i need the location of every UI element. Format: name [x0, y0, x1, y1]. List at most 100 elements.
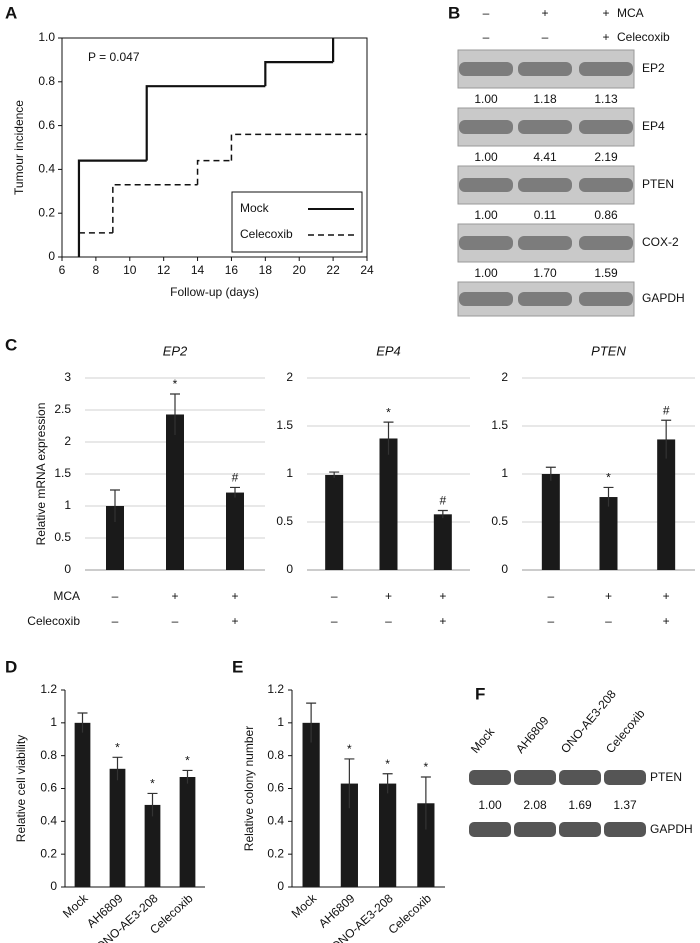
condition-sign: + [231, 589, 238, 603]
y-tick-label: 1 [50, 715, 57, 729]
error-bar [420, 776, 431, 830]
x-tick-label: 18 [259, 263, 273, 277]
step-segment [196, 159, 232, 185]
condition-sign: – [331, 614, 338, 628]
y-tick-label: 1.2 [40, 682, 57, 696]
band-quantification: 2.19 [594, 150, 618, 164]
blot-band [459, 120, 513, 134]
x-tick-label: 8 [93, 263, 100, 277]
y-tick-label: 0.5 [491, 514, 508, 528]
chart-title: EP4 [376, 343, 401, 358]
x-tick-label: 16 [225, 263, 239, 277]
blot-band [579, 178, 633, 192]
error-bar [383, 421, 394, 455]
x-tick-label: Celecoxib [385, 891, 434, 937]
error-bar [661, 419, 672, 459]
y-tick-label: 2.5 [54, 402, 71, 416]
condition-sign: + [385, 589, 392, 603]
chart-title: EP2 [163, 343, 188, 358]
y-tick-label: 0.4 [38, 162, 55, 176]
condition-sign: – [331, 589, 338, 603]
blot-band [579, 236, 633, 250]
blot-band [518, 62, 572, 76]
x-tick-label: 20 [293, 263, 307, 277]
bar [226, 492, 244, 570]
condition-sign: + [171, 589, 178, 603]
y-tick-label: 2 [286, 370, 293, 384]
band-label: EP2 [642, 61, 665, 75]
x-tick-label: 22 [326, 263, 340, 277]
y-tick-label: 0.6 [267, 781, 284, 795]
error-bar [77, 712, 88, 733]
condition-sign: – [112, 614, 119, 628]
y-axis-label: Relative colony number [242, 726, 256, 851]
y-axis-label: Relative cell viability [14, 735, 28, 842]
y-tick-label: 1.5 [276, 418, 293, 432]
y-tick-label: 0.8 [267, 748, 284, 762]
band-label: PTEN [642, 177, 674, 191]
condition-label: MCA [617, 6, 644, 20]
error-bar [170, 393, 180, 435]
panel-letter: D [5, 657, 17, 676]
error-bar [344, 758, 355, 809]
significance-mark: # [663, 403, 670, 417]
x-tick-label: 12 [157, 263, 171, 277]
error-bar [545, 466, 556, 481]
legend-box [231, 191, 363, 253]
y-tick-label: 1.5 [54, 466, 71, 480]
condition-sign: – [112, 589, 119, 603]
y-tick-label: 0.2 [38, 205, 55, 219]
condition-sign: + [602, 30, 609, 44]
band-quantification: 1.13 [594, 92, 618, 106]
chart-title: PTEN [591, 343, 626, 358]
significance-mark: * [386, 405, 391, 419]
bar [106, 506, 124, 570]
y-tick-label: 0 [48, 249, 55, 263]
y-tick-label: 1.2 [267, 682, 284, 696]
error-bar [603, 486, 614, 507]
blot-band [459, 236, 513, 250]
condition-sign: + [439, 614, 446, 628]
y-tick-label: 0.2 [267, 846, 284, 860]
y-tick-label: 2 [64, 434, 71, 448]
band-quantification: 1.69 [568, 798, 592, 812]
y-tick-label: 1 [286, 466, 293, 480]
lane-label: AH6809 [513, 713, 552, 755]
bar [417, 803, 435, 887]
condition-sign: + [605, 589, 612, 603]
significance-mark: * [173, 377, 178, 391]
annotation: P = 0.047 [88, 50, 140, 64]
y-tick-label: 2 [501, 370, 508, 384]
y-tick-label: 0.4 [267, 814, 284, 828]
band-label: EP4 [642, 119, 665, 133]
significance-mark: * [150, 777, 155, 791]
x-tick-label: 6 [59, 263, 66, 277]
legend-label: Celecoxib [240, 227, 293, 241]
significance-mark: * [115, 740, 120, 754]
y-tick-label: 0 [286, 562, 293, 576]
bar [166, 414, 184, 570]
band-quantification: 1.00 [478, 798, 502, 812]
error-bar [112, 756, 123, 781]
blot-band [469, 770, 511, 785]
blot-band [559, 822, 601, 837]
band-label: COX-2 [642, 235, 679, 249]
condition-label: MCA [53, 589, 80, 603]
condition-label: Celecoxib [617, 30, 670, 44]
x-axis-label: Follow-up (days) [170, 285, 259, 299]
significance-mark: # [232, 471, 239, 485]
blot-band [579, 292, 633, 306]
band-label: GAPDH [650, 822, 693, 836]
panel-letter: C [5, 335, 17, 354]
error-bar [147, 792, 158, 817]
y-tick-label: 0.4 [40, 814, 57, 828]
y-tick-label: 0.5 [54, 530, 71, 544]
blot-band [579, 120, 633, 134]
y-axis-label: Relative mRNA expression [34, 403, 48, 546]
y-tick-label: 0.6 [40, 781, 57, 795]
y-tick-label: 0.5 [276, 514, 293, 528]
x-tick-label: Mock [289, 891, 320, 921]
x-tick-label: 14 [191, 263, 205, 277]
band-label: GAPDH [642, 291, 685, 305]
